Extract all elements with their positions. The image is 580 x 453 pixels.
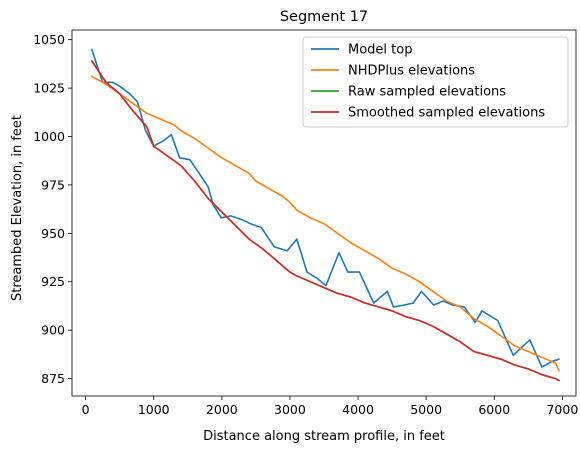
y-tick-label-7: 1050 bbox=[33, 32, 65, 47]
legend-label-2: Raw sampled elevations bbox=[348, 85, 506, 100]
x-tick-label-7: 7000 bbox=[546, 402, 578, 417]
y-tick-label-5: 1000 bbox=[33, 129, 65, 144]
x-axis-label: Distance along stream profile, in feet bbox=[203, 429, 445, 444]
series-line-3 bbox=[91, 60, 560, 382]
x-tick-label-2: 2000 bbox=[206, 402, 238, 417]
series-line-1 bbox=[91, 75, 560, 372]
y-tick-label-3: 950 bbox=[41, 226, 65, 241]
series-line-0 bbox=[91, 48, 560, 368]
legend-label-0: Model top bbox=[348, 43, 412, 58]
x-tick-label-1: 1000 bbox=[138, 402, 170, 417]
y-axis-ticks: 875 900 925 950 975 1000 1025 1050 bbox=[33, 32, 72, 386]
y-tick-label-4: 975 bbox=[41, 177, 65, 192]
y-tick-label-2: 925 bbox=[41, 274, 65, 289]
legend-label-1: NHDPlus elevations bbox=[348, 64, 475, 79]
y-tick-label-1: 900 bbox=[41, 323, 65, 338]
axes-frame bbox=[71, 29, 577, 397]
legend-label-3: Smoothed sampled elevations bbox=[348, 106, 545, 121]
x-tick-label-0: 0 bbox=[82, 402, 90, 417]
x-tick-label-5: 5000 bbox=[410, 402, 442, 417]
legend: Model top NHDPlus elevations Raw sampled e… bbox=[302, 36, 569, 128]
plot-area bbox=[71, 29, 577, 397]
y-tick-label-0: 875 bbox=[41, 371, 65, 386]
x-tick-label-4: 4000 bbox=[342, 402, 374, 417]
chart-title: Segment 17 bbox=[280, 9, 368, 25]
x-axis-ticks: 0 1000 2000 3000 4000 5000 6000 7000 bbox=[82, 396, 578, 417]
y-tick-label-6: 1025 bbox=[33, 81, 65, 96]
legend-box bbox=[302, 36, 569, 128]
x-tick-label-6: 6000 bbox=[478, 402, 510, 417]
x-tick-label-3: 3000 bbox=[274, 402, 306, 417]
y-axis-label: Streambed Elevation, in feet bbox=[10, 115, 25, 301]
